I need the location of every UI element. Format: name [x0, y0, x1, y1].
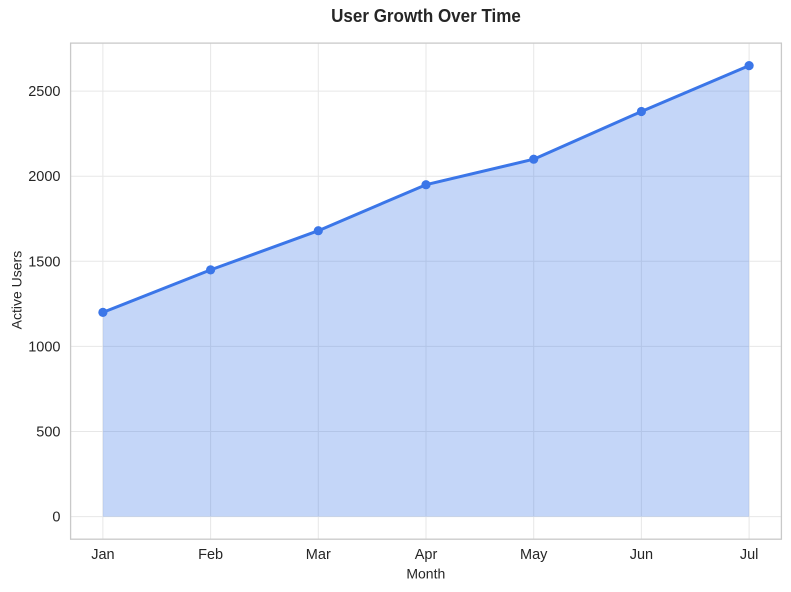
svg-text:500: 500	[36, 425, 60, 441]
svg-text:Active Users: Active Users	[9, 251, 25, 330]
svg-text:Month: Month	[406, 565, 445, 581]
svg-text:2000: 2000	[28, 169, 60, 185]
svg-text:Jun: Jun	[630, 547, 653, 563]
svg-text:0: 0	[52, 510, 60, 526]
svg-text:Jul: Jul	[740, 547, 759, 563]
svg-text:2500: 2500	[28, 84, 60, 100]
svg-text:May: May	[520, 547, 548, 563]
svg-text:Apr: Apr	[415, 547, 438, 563]
svg-text:1000: 1000	[28, 339, 60, 355]
svg-text:Feb: Feb	[198, 547, 223, 563]
svg-text:User Growth Over Time: User Growth Over Time	[331, 5, 521, 26]
svg-text:1500: 1500	[28, 254, 60, 270]
svg-text:Mar: Mar	[306, 547, 331, 563]
svg-text:Jan: Jan	[91, 547, 114, 563]
